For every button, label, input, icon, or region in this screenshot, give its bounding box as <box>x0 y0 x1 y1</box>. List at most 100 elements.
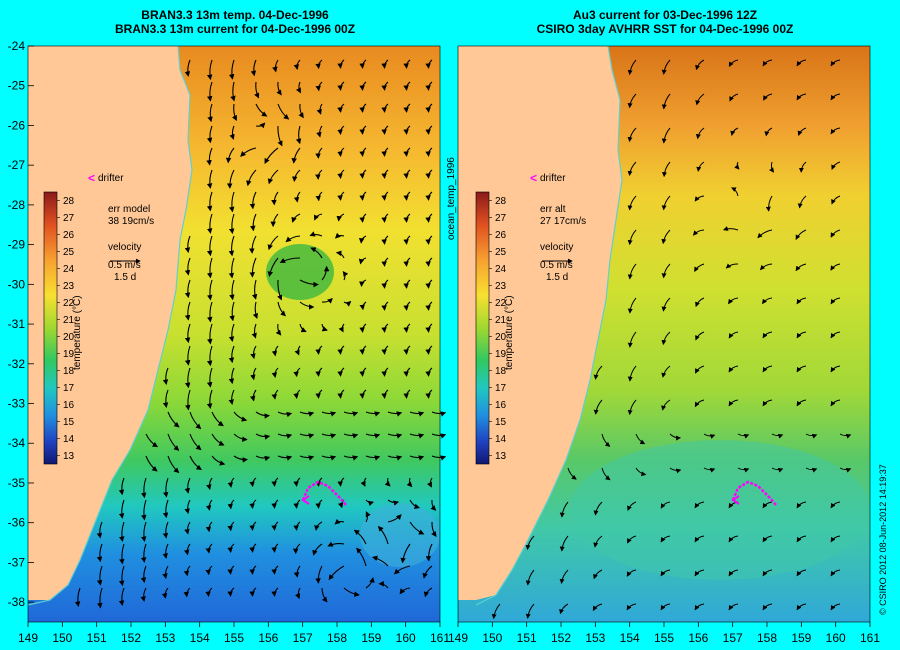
current-vector-arrow <box>694 535 705 543</box>
current-vector-arrow <box>207 323 213 345</box>
current-vector-arrow <box>387 433 403 439</box>
current-vector-arrow <box>796 331 807 339</box>
current-vector-arrow <box>184 477 191 494</box>
right-title-line2: CSIRO 3day AVHRR SST for 04-Dec-1996 00Z <box>536 22 794 36</box>
current-vector-arrow <box>359 301 367 311</box>
current-vector-arrow <box>140 521 147 543</box>
current-vector-arrow <box>227 543 235 554</box>
left-err-line2: 38 19cm/s <box>108 216 154 227</box>
current-vector-arrow <box>228 213 235 235</box>
current-vector-arrow <box>627 501 637 511</box>
current-vector-arrow <box>403 103 411 113</box>
current-vector-arrow <box>337 389 345 399</box>
current-vector-arrow <box>299 323 307 333</box>
current-vector-arrow <box>119 543 125 565</box>
current-vector-arrow <box>206 169 213 189</box>
current-vector-arrow <box>830 297 841 305</box>
current-vector-arrow <box>233 411 248 422</box>
current-vector-arrow <box>661 161 671 178</box>
current-vector-arrow <box>337 147 345 158</box>
lon-tick-label: 155 <box>654 631 674 645</box>
left-legend: < drifter err model 38 19cm/s velocity 0… <box>43 171 154 465</box>
current-vector-arrow <box>315 147 323 159</box>
current-vector-arrow <box>626 569 637 577</box>
colorbar-tick-label: 23 <box>495 281 507 292</box>
current-vector-arrow <box>728 365 739 373</box>
current-vector-arrow <box>321 455 337 461</box>
current-vector-arrow <box>228 257 235 279</box>
current-vector-arrow <box>206 191 213 212</box>
current-vector-arrow <box>229 125 235 140</box>
right-coastline <box>475 45 623 606</box>
current-vector-arrow <box>228 367 235 385</box>
current-vector-arrow <box>343 455 359 461</box>
current-vector-arrow <box>409 411 425 417</box>
current-vector-arrow <box>255 455 271 462</box>
drifter-path <box>301 480 347 506</box>
current-vector-arrow <box>285 235 301 243</box>
current-vector-arrow <box>695 59 705 71</box>
right-drifter-marker-icon: < <box>530 171 537 185</box>
current-vector-arrow <box>96 521 103 539</box>
right-current-vectors <box>491 59 852 620</box>
current-vector-arrow <box>771 433 784 439</box>
colorbar-tick-label: 20 <box>63 332 75 343</box>
colorbar-tick-label: 24 <box>495 264 507 275</box>
lat-tick-label: -36 <box>8 516 26 530</box>
current-vector-arrow <box>403 81 411 91</box>
lat-tick-label: -24 <box>8 39 26 53</box>
colorbar-tick-label: 18 <box>63 366 75 377</box>
lon-tick-label: 157 <box>293 631 313 645</box>
current-vector-arrow <box>334 232 345 239</box>
current-vector-arrow <box>270 213 279 228</box>
current-vector-arrow <box>403 59 411 69</box>
current-vector-arrow <box>365 499 374 507</box>
current-vector-arrow <box>661 127 671 144</box>
current-vector-arrow <box>830 59 841 67</box>
current-vector-arrow <box>762 59 773 67</box>
drifter-head-icon <box>301 495 310 505</box>
current-vector-arrow <box>661 59 671 75</box>
current-vector-arrow <box>669 433 682 441</box>
current-vector-arrow <box>249 257 257 278</box>
current-vector-arrow <box>293 367 301 378</box>
colorbar-tick-label: 22 <box>495 298 507 309</box>
current-vector-arrow <box>316 125 323 138</box>
current-vector-arrow <box>206 147 213 166</box>
current-vector-arrow <box>762 603 773 611</box>
left-title-line1: BRAN3.3 13m temp. 04-Dec-1996 <box>141 8 329 22</box>
right-colorbar-label: temperature (°C) <box>504 295 515 370</box>
current-vector-arrow <box>249 499 257 510</box>
current-vector-arrow <box>207 257 213 279</box>
current-vector-arrow <box>118 499 125 519</box>
current-vector-arrow <box>695 93 705 106</box>
current-vector-arrow <box>425 389 433 399</box>
current-vector-arrow <box>403 323 411 333</box>
current-vector-arrow <box>723 226 739 231</box>
current-vector-arrow <box>423 587 433 598</box>
current-vector-arrow <box>337 345 345 355</box>
current-vector-arrow <box>207 301 213 323</box>
current-vector-arrow <box>830 229 841 238</box>
current-vector-arrow <box>694 501 705 509</box>
current-vector-arrow <box>425 301 433 311</box>
current-vector-arrow <box>409 499 420 509</box>
current-vector-arrow <box>830 399 841 407</box>
lat-tick-label: -28 <box>8 198 26 212</box>
current-vector-arrow <box>291 169 301 183</box>
current-vector-arrow <box>830 263 841 271</box>
current-vector-arrow <box>294 345 301 356</box>
current-vector-arrow <box>406 477 413 488</box>
colorbar-tick-label: 15 <box>63 417 75 428</box>
right-err-line2: 27 17cm/s <box>540 216 586 227</box>
current-vector-arrow <box>162 367 169 386</box>
current-vector-arrow <box>233 455 249 463</box>
current-vector-arrow <box>425 345 433 355</box>
current-vector-arrow <box>233 433 248 443</box>
colorbar-tick-label: 28 <box>63 196 75 207</box>
current-vector-arrow <box>335 250 345 259</box>
current-vector-arrow <box>730 127 739 137</box>
current-vector-arrow <box>185 389 191 411</box>
current-vector-arrow <box>205 521 213 533</box>
colorbar-tick-label: 13 <box>63 451 75 462</box>
